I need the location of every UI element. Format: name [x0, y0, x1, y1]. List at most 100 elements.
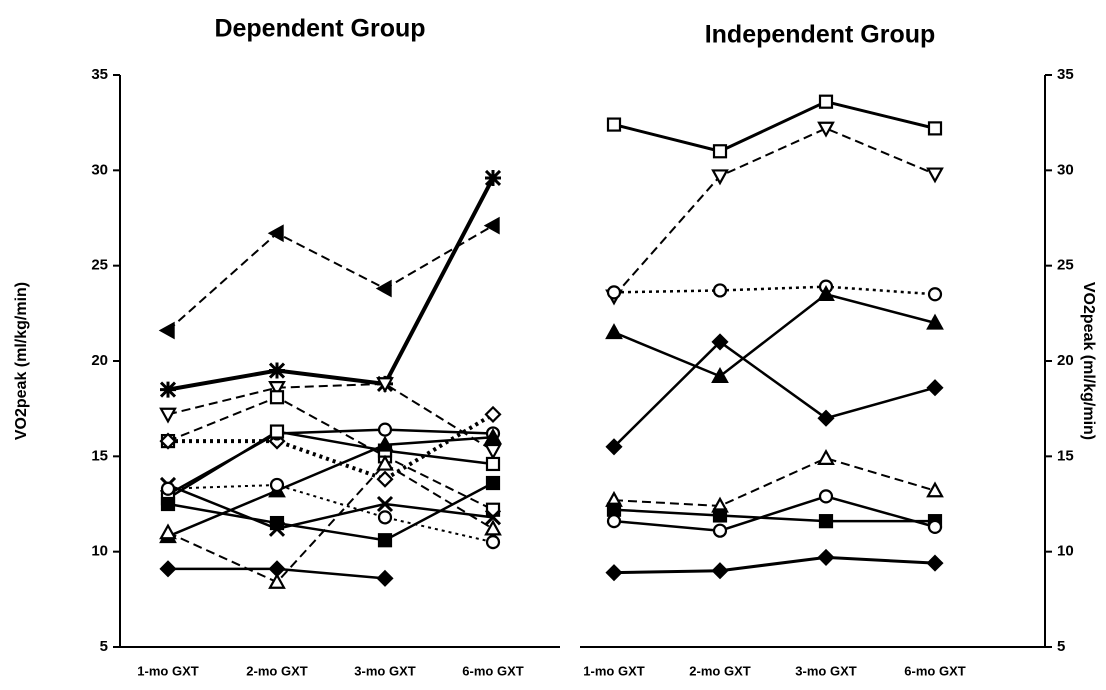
- marker: [484, 443, 502, 460]
- y-tick-label: 15: [1057, 447, 1074, 464]
- line: [167, 462, 494, 584]
- x-tick-label: 3-mo GXT: [354, 663, 415, 678]
- y-tick-label: 20: [91, 352, 108, 369]
- x-tick-label: 6-mo GXT: [904, 663, 965, 678]
- marker: [269, 424, 285, 439]
- line: [167, 177, 495, 392]
- line: [613, 340, 936, 448]
- marker: [927, 287, 943, 302]
- marker: [485, 535, 501, 550]
- marker: [605, 323, 623, 340]
- marker: [485, 475, 501, 491]
- marker: [267, 224, 284, 243]
- line: [613, 555, 936, 575]
- marker: [377, 510, 393, 525]
- marker: [926, 379, 944, 397]
- marker: [268, 560, 286, 578]
- marker: [376, 569, 394, 587]
- marker: [711, 366, 729, 383]
- marker: [159, 407, 177, 424]
- marker: [711, 562, 729, 580]
- x-tick-label: 2-mo GXT: [246, 663, 307, 678]
- line: [613, 292, 936, 378]
- marker: [160, 481, 176, 496]
- marker: [376, 377, 394, 394]
- y-axis-label: VO2peak (ml/kg/min): [13, 282, 30, 440]
- marker: [817, 121, 835, 138]
- marker: [818, 514, 834, 529]
- y-tick-label: 15: [91, 447, 108, 464]
- marker: [159, 432, 177, 450]
- marker: [484, 405, 502, 423]
- y-tick-label: 35: [1057, 66, 1074, 83]
- marker: [817, 548, 835, 566]
- line: [167, 481, 494, 542]
- marker: [712, 144, 728, 159]
- marker: [376, 454, 394, 471]
- line: [613, 127, 936, 297]
- y-tick-label: 35: [91, 66, 108, 83]
- y-tick-label: 30: [1057, 161, 1074, 178]
- y-tick-label: 5: [1057, 638, 1065, 655]
- marker: [712, 508, 728, 523]
- marker: [712, 523, 728, 538]
- x-tick-label: 2-mo GXT: [689, 663, 750, 678]
- y-tick-label: 25: [91, 257, 108, 274]
- marker: [606, 502, 622, 517]
- marker: [485, 456, 501, 472]
- line: [167, 382, 494, 452]
- marker: [926, 554, 944, 572]
- y-tick-label: 10: [91, 543, 108, 560]
- y-tick-label: 5: [100, 638, 108, 655]
- line: [167, 430, 494, 500]
- marker: [817, 448, 835, 465]
- marker: [711, 333, 729, 351]
- marker: [606, 514, 622, 529]
- marker: [926, 167, 944, 184]
- y-tick-label: 20: [1057, 352, 1074, 369]
- x-tick-label: 3-mo GXT: [795, 663, 856, 678]
- marker: [483, 216, 500, 235]
- marker: [268, 572, 286, 589]
- marker: [605, 438, 623, 456]
- marker: [606, 117, 622, 132]
- marker: [159, 381, 177, 398]
- marker: [159, 523, 177, 540]
- x-tick-label: 6-mo GXT: [462, 663, 523, 678]
- marker: [268, 380, 286, 397]
- marker: [160, 496, 176, 512]
- marker: [269, 515, 285, 531]
- marker: [159, 560, 177, 578]
- marker: [376, 495, 394, 513]
- line: [167, 224, 494, 332]
- marker: [817, 285, 835, 301]
- line: [613, 100, 936, 153]
- y-axis-label: VO2peak (ml/kg/min): [1080, 282, 1097, 440]
- marker: [376, 470, 394, 488]
- y-tick-label: 10: [1057, 543, 1074, 560]
- marker: [711, 169, 729, 186]
- line: [613, 285, 936, 296]
- marker: [926, 481, 944, 498]
- line: [167, 396, 494, 511]
- marker: [269, 390, 285, 405]
- marker: [926, 313, 944, 330]
- x-tick-label: 1-mo GXT: [137, 663, 198, 678]
- marker: [376, 435, 394, 452]
- marker: [484, 169, 502, 187]
- marker: [484, 509, 502, 526]
- y-tick-label: 25: [1057, 257, 1074, 274]
- line: [167, 436, 494, 538]
- marker: [377, 422, 393, 437]
- marker: [712, 283, 728, 298]
- marker: [818, 489, 834, 504]
- marker: [605, 564, 623, 582]
- marker: [484, 519, 502, 536]
- y-tick-label: 30: [91, 161, 108, 178]
- marker: [606, 285, 622, 300]
- marker: [927, 121, 943, 136]
- marker: [818, 94, 834, 109]
- line: [613, 495, 936, 532]
- chart-title: Dependent Group: [214, 15, 425, 43]
